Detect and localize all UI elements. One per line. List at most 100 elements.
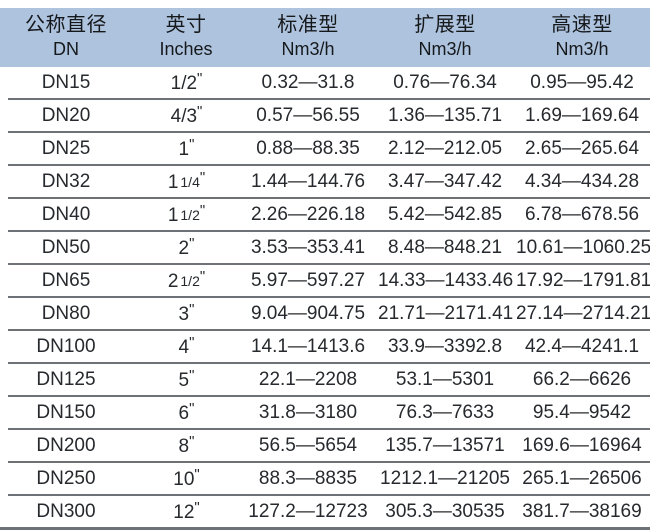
cell-inches: 12" [132, 495, 240, 530]
cell-high-speed-type-range: 2.65—265.64 [514, 132, 650, 167]
cell-extended-type-range: 1212.1—21205 [376, 462, 514, 497]
column-header-title-cn: 扩展型 [414, 14, 476, 36]
cell-extended-type-range: 21.71—2171.41 [376, 297, 514, 332]
table-row: DN250 10" 88.3—8835 1212.1—21205 265.1—26506 [0, 462, 650, 497]
cell-inches: 10" [132, 462, 240, 497]
high-speed-type-range-value: 66.2—6626 [532, 368, 632, 390]
cell-inches: 6" [132, 396, 240, 431]
cell-high-speed-type-range: 95.4—9542 [514, 396, 650, 431]
inch-mark: " [197, 70, 202, 88]
nominal-diameter-value: DN40 [41, 203, 91, 225]
table-header: 公称直径 DN 英寸 Inches 标准型 Nm3/h 扩展型 Nm3/h 高速型 Nm3/h [0, 8, 650, 68]
nominal-diameter-value: DN32 [41, 170, 91, 192]
inch-mark: " [199, 169, 205, 187]
inches-fraction-part: 4 [178, 337, 190, 359]
inches-value: 5" [179, 367, 195, 391]
cell-extended-type-range: 8.48—848.21 [376, 231, 514, 266]
cell-standard-type-range: 56.5—5654 [240, 429, 376, 464]
inch-mark: " [189, 301, 194, 319]
cell-nominal-diameter: DN32 [0, 165, 132, 199]
inches-value: 10" [173, 466, 200, 490]
cell-high-speed-type-range: 17.92—1791.81 [514, 264, 650, 299]
column-header-unit-en: Nm3/h [281, 38, 335, 59]
header-row: 公称直径 DN 英寸 Inches 标准型 Nm3/h 扩展型 Nm3/h 高速型 Nm3/h [0, 8, 650, 68]
table-row: DN15 1/2" 0.32—31.8 0.76—76.34 0.95—95.42 [0, 67, 650, 101]
extended-type-range-value: 21.71—2171.41 [378, 302, 514, 324]
cell-nominal-diameter: DN40 [0, 198, 132, 232]
cell-standard-type-range: 9.04—904.75 [240, 297, 376, 332]
cell-high-speed-type-range: 169.6—16964 [514, 429, 650, 464]
cell-nominal-diameter: DN125 [0, 363, 132, 397]
cell-extended-type-range: 135.7—13571 [376, 429, 514, 464]
cell-standard-type-range: 127.2—12723 [240, 495, 376, 530]
inches-fraction-part: 1/2 [180, 273, 200, 290]
extended-type-range-value: 3.47—347.42 [387, 170, 503, 192]
inch-mark: " [189, 136, 194, 154]
extended-type-range-value: 8.48—848.21 [387, 236, 503, 258]
cell-high-speed-type-range: 10.61—1060.25 [514, 231, 650, 266]
standard-type-range-value: 0.88—88.35 [256, 137, 360, 159]
nominal-diameter-value: DN150 [36, 401, 96, 423]
inches-value: 1 1/4" [168, 169, 205, 193]
cell-nominal-diameter: DN100 [0, 330, 132, 364]
flow-range-table: 公称直径 DN 英寸 Inches 标准型 Nm3/h 扩展型 Nm3/h 高速型 Nm3/h D… [0, 8, 650, 530]
cell-extended-type-range: 3.47—347.42 [376, 165, 514, 200]
extended-type-range-value: 53.1—5301 [395, 368, 495, 390]
inches-value: 1 1/2" [167, 202, 205, 227]
nominal-diameter-value: DN65 [41, 269, 91, 291]
high-speed-type-range-value: 0.95—95.42 [530, 71, 634, 93]
table-row: DN150 6" 31.8—3180 76.3—7633 95.4—9542 [0, 396, 650, 431]
cell-nominal-diameter: DN20 [0, 99, 132, 133]
cell-extended-type-range: 5.42—542.85 [376, 198, 514, 233]
standard-type-range-value: 14.1—1413.6 [250, 335, 366, 357]
cell-extended-type-range: 76.3—7633 [376, 396, 514, 431]
table-body: DN15 1/2" 0.32—31.8 0.76—76.34 0.95—95.42 DN2… [0, 67, 650, 530]
inch-mark: " [189, 433, 194, 451]
column-header-nominal-diameter: 公称直径 DN [0, 8, 132, 68]
cell-extended-type-range: 53.1—5301 [376, 363, 514, 398]
standard-type-range-value: 56.5—5654 [258, 434, 358, 456]
inch-mark: " [194, 499, 199, 517]
inches-fraction-part: 1/2 [180, 207, 200, 224]
high-speed-type-range-value: 1.69—169.64 [524, 104, 640, 126]
column-header-unit-en: DN [53, 38, 79, 59]
inches-value: 4/3" [171, 103, 203, 127]
inches-value: 2 1/2" [167, 268, 205, 293]
extended-type-range-value: 33.9—3392.8 [387, 335, 503, 357]
cell-nominal-diameter: DN300 [0, 495, 132, 530]
extended-type-range-value: 76.3—7633 [395, 401, 495, 423]
inches-fraction-part: 8 [178, 436, 190, 458]
inches-whole-part: 1 [167, 205, 179, 227]
inches-value: 4" [178, 334, 195, 359]
column-header-unit-en: Inches [159, 38, 213, 59]
extended-type-range-value: 14.33—1433.46 [378, 269, 514, 291]
high-speed-type-range-value: 4.34—434.28 [524, 170, 640, 192]
standard-type-range-value: 0.57—56.55 [256, 104, 360, 126]
nominal-diameter-value: DN200 [36, 434, 96, 456]
nominal-diameter-value: DN50 [41, 236, 91, 258]
high-speed-type-range-value: 6.78—678.56 [524, 203, 640, 225]
cell-high-speed-type-range: 381.7—38169 [514, 495, 650, 530]
cell-inches: 8" [132, 429, 240, 464]
cell-standard-type-range: 0.32—31.8 [240, 67, 376, 101]
cell-nominal-diameter: DN25 [0, 132, 132, 166]
cell-nominal-diameter: DN50 [0, 231, 132, 265]
inches-whole-part: 2 [167, 271, 179, 293]
inch-mark: " [189, 235, 194, 253]
cell-standard-type-range: 2.26—226.18 [240, 198, 376, 233]
cell-high-speed-type-range: 265.1—26506 [514, 462, 650, 497]
table-row: DN200 8" 56.5—5654 135.7—13571 169.6—16964 [0, 429, 650, 464]
spec-table-container: 公称直径 DN 英寸 Inches 标准型 Nm3/h 扩展型 Nm3/h 高速型 Nm3/h D… [0, 8, 650, 530]
cell-nominal-diameter: DN150 [0, 396, 132, 430]
high-speed-type-range-value: 27.14—2714.21 [516, 302, 650, 324]
cell-standard-type-range: 14.1—1413.6 [240, 330, 376, 365]
nominal-diameter-value: DN250 [36, 467, 96, 489]
high-speed-type-range-value: 169.6—16964 [522, 434, 642, 456]
inches-fraction-part: 12 [173, 502, 195, 524]
inch-mark: " [197, 103, 202, 121]
inches-value: 8" [178, 433, 195, 458]
standard-type-range-value: 1.44—144.76 [250, 170, 366, 192]
table-row: DN100 4" 14.1—1413.6 33.9—3392.8 42.4—4241.1 [0, 330, 650, 365]
inches-fraction-part: 3 [178, 304, 190, 326]
inch-mark: " [189, 400, 194, 418]
